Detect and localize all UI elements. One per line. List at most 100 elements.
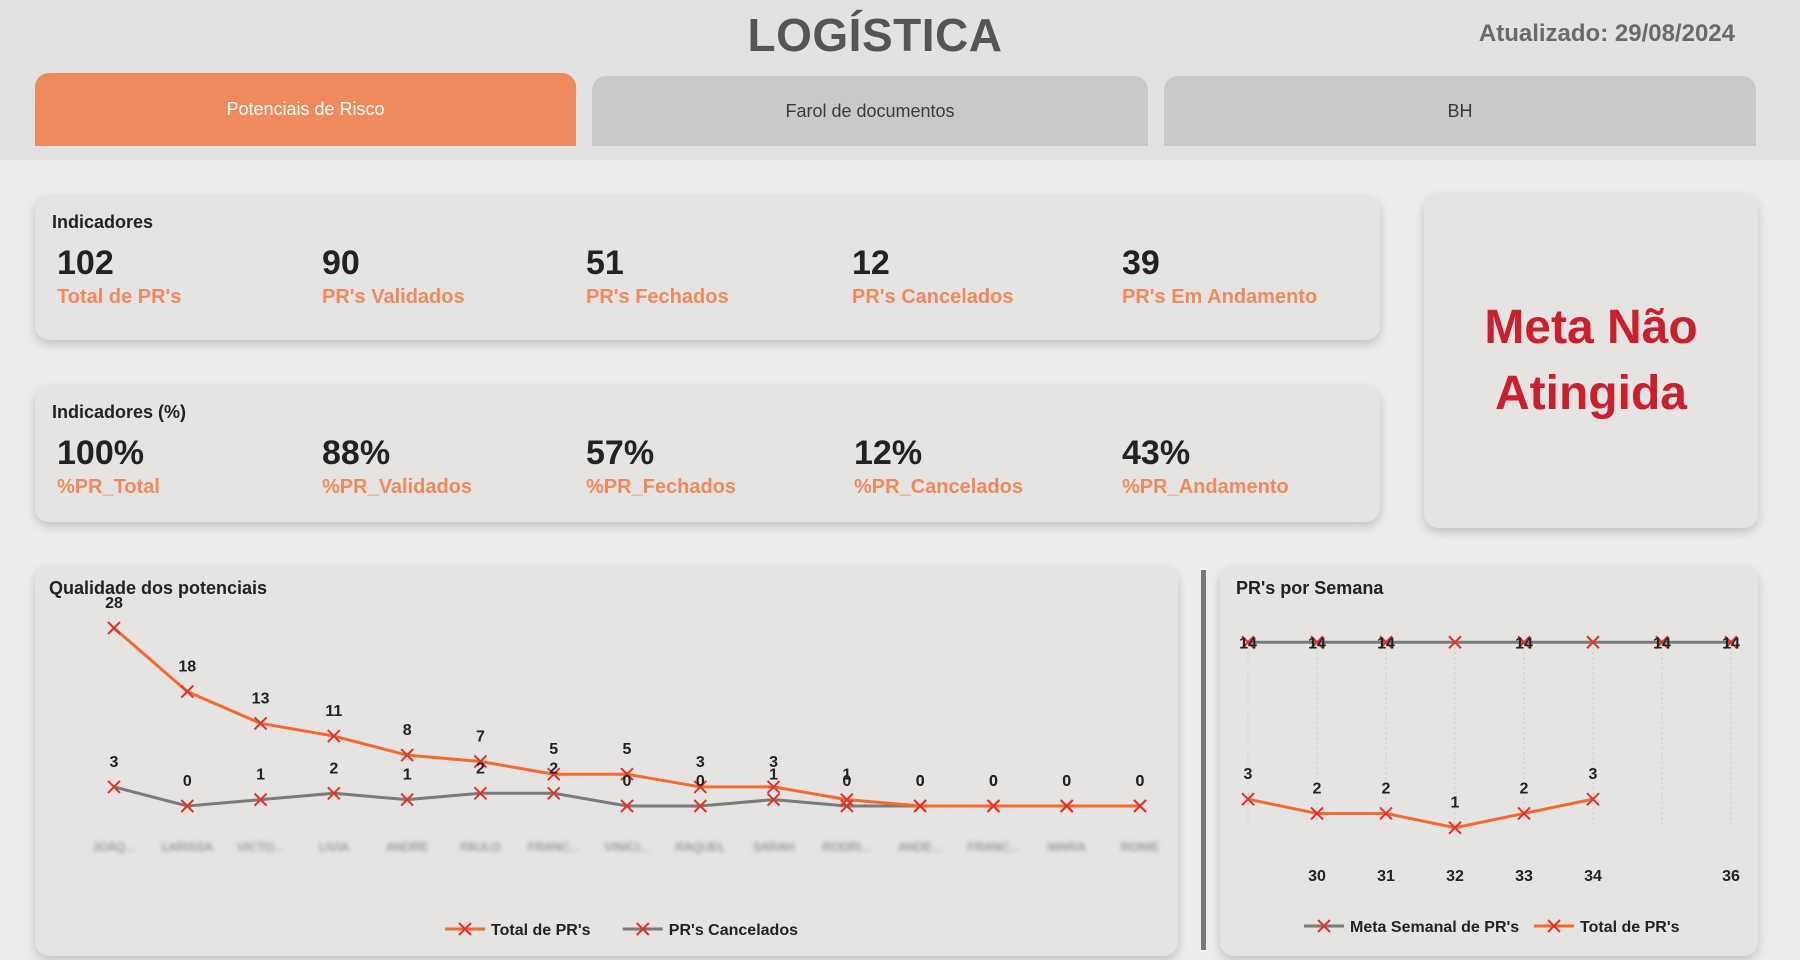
marker-stroke bbox=[840, 799, 854, 813]
kpi-value: 102 bbox=[57, 244, 114, 282]
x-tick-label: JOAQ... bbox=[93, 840, 136, 854]
marker-stroke bbox=[1133, 799, 1147, 813]
kpi-pct-validados: 88% %PR_Validados bbox=[322, 436, 472, 499]
kpi-prs-validados: 90 PR's Validados bbox=[322, 246, 465, 309]
data-label: 2 bbox=[1313, 780, 1322, 797]
goal-status-card: Meta Não Atingida bbox=[1424, 194, 1758, 528]
x-tick-label: 32 bbox=[1446, 868, 1464, 885]
data-point bbox=[107, 621, 121, 635]
data-label: 3 bbox=[1589, 766, 1598, 783]
tab-potenciais-de-risco[interactable]: Potenciais de Risco bbox=[35, 73, 576, 146]
marker-stroke bbox=[620, 767, 634, 781]
data-label: 14 bbox=[1377, 635, 1395, 652]
kpi-label: %PR_Total bbox=[57, 476, 160, 498]
data-point bbox=[327, 729, 341, 743]
goal-status-text: Meta Não Atingida bbox=[1484, 301, 1698, 420]
x-tick-label: 31 bbox=[1377, 868, 1395, 885]
data-label: 2 bbox=[476, 760, 485, 777]
marker-stroke bbox=[327, 729, 341, 743]
chart-card-semana: PR's por Semana 14 14 14 14 14 14 3 2 2 1 2 3 30 31 3… bbox=[1220, 566, 1758, 956]
legend-label: Total de PR's bbox=[491, 922, 591, 939]
tab-label: Potenciais de Risco bbox=[226, 99, 385, 119]
data-point bbox=[1379, 635, 1393, 649]
x-tick-label: SARAH bbox=[753, 840, 794, 854]
kpi-label: Total de PR's bbox=[57, 286, 182, 308]
kpi-total-prs: 102 Total de PR's bbox=[57, 246, 181, 309]
x-tick-label: VICTO... bbox=[237, 840, 283, 854]
data-label: 3 bbox=[1244, 766, 1253, 783]
data-point bbox=[107, 780, 121, 794]
marker-stroke bbox=[1241, 792, 1255, 806]
data-point bbox=[547, 786, 561, 800]
marker-stroke bbox=[458, 922, 472, 936]
x-tick-label: ANDE... bbox=[898, 840, 941, 854]
marker-stroke bbox=[1241, 635, 1255, 649]
data-point bbox=[1060, 799, 1074, 813]
data-label: 1 bbox=[1451, 795, 1460, 812]
legend-marker bbox=[1547, 919, 1561, 933]
data-point bbox=[620, 799, 634, 813]
data-point bbox=[1586, 635, 1600, 649]
legend-label: Meta Semanal de PR's bbox=[1350, 919, 1519, 936]
data-point bbox=[693, 799, 707, 813]
kpi-value: 51 bbox=[586, 244, 624, 282]
data-label: 0 bbox=[842, 773, 851, 790]
data-label: 1 bbox=[769, 767, 778, 784]
tab-bh[interactable]: BH bbox=[1164, 76, 1756, 146]
data-label: 0 bbox=[623, 773, 632, 790]
marker-stroke bbox=[1379, 635, 1393, 649]
data-label: 0 bbox=[916, 773, 925, 790]
kpi-value: 12% bbox=[854, 434, 923, 472]
legend-label: PR's Cancelados bbox=[669, 922, 798, 939]
marker-stroke bbox=[1655, 635, 1669, 649]
marker-stroke bbox=[913, 799, 927, 813]
tab-farol-de-documentos[interactable]: Farol de documentos bbox=[592, 76, 1148, 146]
data-label: 14 bbox=[1722, 635, 1740, 652]
data-point bbox=[620, 767, 634, 781]
indicators-pct-title: Indicadores (%) bbox=[52, 402, 187, 422]
data-point bbox=[840, 799, 854, 813]
kpi-pct-fechados: 57% %PR_Fechados bbox=[586, 436, 736, 499]
x-tick-label: LARISSA bbox=[162, 840, 213, 854]
marker-stroke bbox=[1379, 806, 1393, 821]
x-tick-label: RODRI... bbox=[823, 840, 872, 854]
data-point bbox=[1241, 792, 1255, 806]
kpi-label: PR's Validados bbox=[322, 286, 465, 308]
marker-stroke bbox=[693, 799, 707, 813]
indicators-card: Indicadores 102 Total de PR's 90 PR's Va… bbox=[35, 196, 1380, 340]
legend-marker bbox=[636, 922, 650, 936]
kpi-label: %PR_Validados bbox=[322, 476, 473, 498]
data-label: 2 bbox=[549, 760, 558, 777]
data-label: 14 bbox=[1653, 635, 1671, 652]
marker-stroke bbox=[253, 716, 268, 731]
data-point bbox=[180, 799, 194, 813]
marker-stroke bbox=[1317, 919, 1331, 933]
kpi-value: 90 bbox=[322, 244, 360, 282]
data-label: 7 bbox=[476, 729, 485, 746]
data-label: 14 bbox=[1239, 635, 1257, 652]
x-tick-label: PAULO bbox=[461, 840, 501, 854]
marker-stroke bbox=[107, 621, 121, 635]
marker-stroke bbox=[1448, 821, 1462, 835]
data-label: 18 bbox=[178, 659, 196, 676]
data-point bbox=[1724, 635, 1738, 649]
legend-label: Total de PR's bbox=[1580, 919, 1680, 936]
indicators-title: Indicadores bbox=[52, 212, 154, 232]
data-point bbox=[253, 716, 268, 731]
data-label: 1 bbox=[403, 767, 412, 784]
data-point bbox=[1310, 635, 1324, 649]
marker-stroke bbox=[400, 792, 414, 807]
data-point bbox=[253, 792, 268, 807]
data-label: 0 bbox=[1136, 773, 1145, 790]
x-tick-label: FRANC... bbox=[968, 840, 1019, 854]
x-tick-label: FRANC... bbox=[528, 840, 579, 854]
data-label: 3 bbox=[769, 754, 778, 771]
marker-stroke bbox=[473, 786, 488, 800]
marker-stroke bbox=[253, 792, 268, 807]
kpi-label: PR's Cancelados bbox=[852, 286, 1014, 308]
marker-stroke bbox=[180, 799, 194, 813]
x-tick-label: LIVIA bbox=[319, 840, 348, 854]
chart-title: Qualidade dos potenciais bbox=[49, 578, 267, 598]
data-point bbox=[327, 786, 341, 800]
